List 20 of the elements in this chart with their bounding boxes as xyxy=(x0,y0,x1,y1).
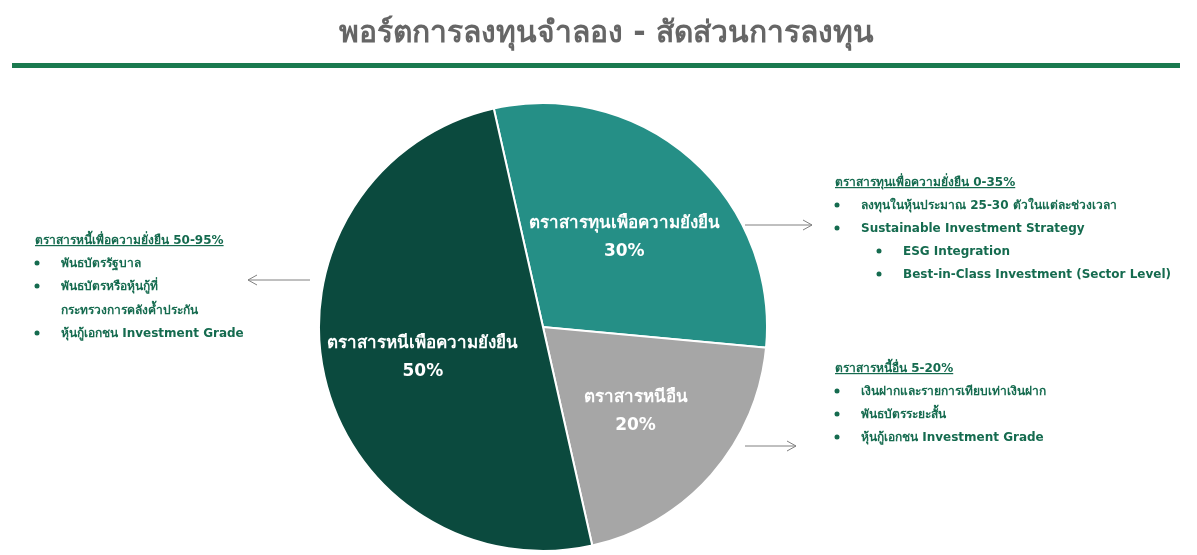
chart-title: พอร์ตการลงทุนจำลอง - สัดส่วนการลงทุน xyxy=(338,14,875,51)
text: ลงทุนในหุ้นประมาณ 25-30 ตัวในแต่ละช่วงเวลา xyxy=(861,197,1117,213)
slice-label: ตราสารหนีอืน xyxy=(583,386,688,407)
text: พันธบัตรหรือหุ้นกู้ที่ กระทรวงการคลังค้ำประกัน xyxy=(61,277,199,317)
text: ตราสารหนี้เพื่อความยั่งยืน 50-95% xyxy=(35,230,224,247)
text: เงินฝากและรายการเทียบเท่าเงินฝาก xyxy=(861,384,1046,398)
data-label: 20% xyxy=(615,414,656,435)
text: ESG Integration xyxy=(903,244,1010,258)
slice-label: ตราสารหนีเพือความยังยืน xyxy=(327,332,519,353)
data-label: 50% xyxy=(402,360,444,381)
text: พันธบัตรระยะสั้น xyxy=(861,404,947,421)
data-label: 30% xyxy=(603,240,645,261)
slice-label: ตราสารทุนเพือความยังยืน xyxy=(528,212,720,234)
text: ตราสารทุนเพื่อความยั่งยืน 0-35% xyxy=(835,173,1016,190)
text: หุ้นกู้เอกชน Investment Grade xyxy=(61,326,244,341)
text: หุ้นกู้เอกชน Investment Grade xyxy=(861,430,1044,445)
text: Sustainable Investment Strategy xyxy=(861,221,1085,235)
text: ตราสารหนี้อื่น 5-20% xyxy=(835,358,954,375)
text: Best-in-Class Investment (Sector Level) xyxy=(903,267,1172,281)
text: พันธบัตรรัฐบาล xyxy=(61,256,141,271)
